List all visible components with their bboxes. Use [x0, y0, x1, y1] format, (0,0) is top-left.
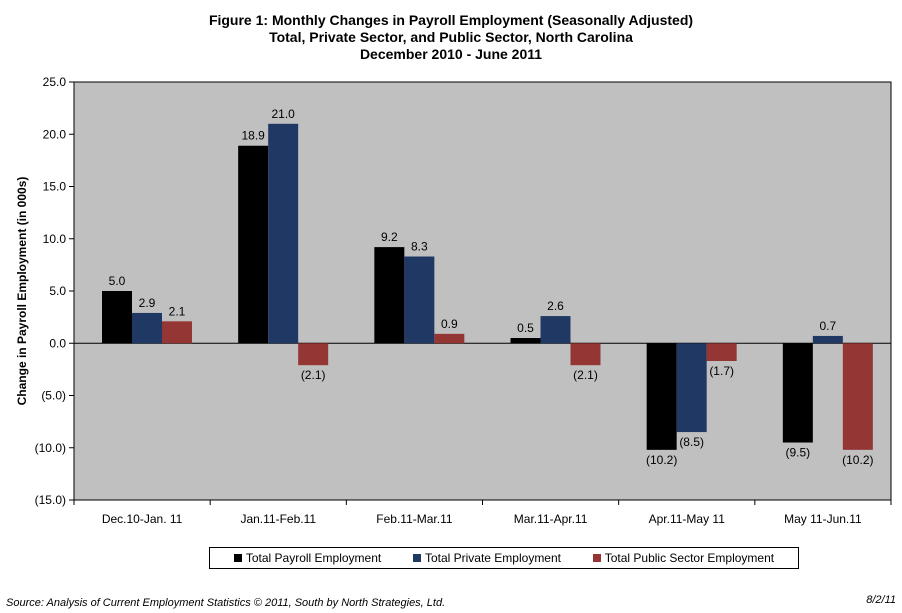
bar-total — [510, 338, 541, 344]
chart-title-line2: Total, Private Sector, and Public Sector… — [269, 29, 633, 45]
bar-chart: 25.020.015.010.05.00.0(5.0)(10.0)(15.0) … — [15, 75, 892, 526]
data-label-private: (8.5) — [679, 435, 704, 449]
y-tick-label: (15.0) — [35, 493, 66, 507]
data-label-total: (9.5) — [785, 446, 810, 460]
chart-title-line1: Figure 1: Monthly Changes in Payroll Emp… — [208, 12, 694, 28]
bar-private — [404, 256, 435, 344]
bar-private — [132, 312, 162, 344]
data-label-public: (1.7) — [709, 364, 734, 378]
legend-item-total: Total Payroll Employment — [233, 551, 382, 565]
bar-total — [102, 291, 132, 344]
source-note: Source: Analysis of Current Employment S… — [6, 597, 446, 609]
legend-swatch-private — [412, 554, 421, 562]
data-label-private: 2.6 — [547, 299, 564, 313]
x-tick-label: Feb.11-Mar.11 — [376, 512, 453, 526]
data-label-public: 2.1 — [169, 304, 186, 318]
x-axis-labels: Dec.10-Jan. 11 Jan.11-Feb.11 Feb.11-Mar.11… — [73, 500, 892, 526]
data-label-total: 0.5 — [517, 321, 534, 335]
bars — [102, 123, 873, 450]
y-tick-label: 25.0 — [43, 75, 67, 89]
legend-item-private: Total Private Employment — [412, 551, 561, 565]
data-label-total: 18.9 — [241, 129, 265, 143]
x-tick-label: Dec.10-Jan. 11 — [102, 512, 183, 526]
bar-public — [570, 343, 601, 366]
data-label-total: (10.2) — [646, 453, 677, 467]
x-tick-label: Apr.11-May 11 — [649, 512, 726, 526]
bar-public — [706, 343, 737, 362]
bar-public — [162, 321, 192, 344]
x-tick-label: Jan.11-Feb.11 — [240, 512, 316, 526]
data-label-private: 8.3 — [411, 240, 428, 254]
bar-private — [268, 123, 299, 344]
y-axis-label: Change in Payroll Employment (in 000s) — [15, 177, 29, 406]
bar-private — [676, 343, 707, 433]
chart-title-line3: December 2010 - June 2011 — [359, 46, 543, 62]
bar-labels: 5.0 2.9 2.1 18.9 21.0 (2.1) 9.2 8.3 0.9 0.5 2.6 (2.… — [109, 107, 874, 467]
data-label-public: (10.2) — [842, 453, 873, 467]
bar-public — [434, 333, 465, 344]
y-tick-label: 20.0 — [43, 127, 67, 141]
bar-total — [646, 343, 677, 450]
data-label-public: 0.9 — [441, 317, 458, 331]
data-label-private: 21.0 — [271, 107, 295, 121]
y-tick-label: 10.0 — [43, 232, 67, 246]
bar-total — [374, 247, 405, 344]
data-label-private: 0.7 — [819, 319, 836, 333]
y-tick-label: (10.0) — [35, 441, 66, 455]
legend-label-private: Total Private Employment — [424, 551, 561, 565]
plot-area — [73, 81, 892, 501]
bar-private — [540, 316, 571, 344]
x-tick-label: Mar.11-Apr.11 — [514, 512, 588, 526]
bar-total — [782, 343, 813, 443]
legend: Total Payroll Employment Total Private E… — [209, 547, 799, 569]
data-label-private: 2.9 — [139, 296, 156, 310]
bar-private — [812, 335, 843, 344]
data-label-public: (2.1) — [301, 368, 326, 382]
chart-title: Figure 1: Monthly Changes in Payroll Emp… — [0, 12, 902, 63]
legend-swatch-public — [592, 554, 601, 562]
x-tick-label: May 11-Jun.11 — [784, 512, 862, 526]
legend-item-public: Total Public Sector Employment — [592, 551, 775, 565]
legend-label-public: Total Public Sector Employment — [604, 551, 775, 565]
y-tick-label: (5.0) — [41, 389, 66, 403]
date-stamp: 8/2/11 — [866, 594, 896, 606]
bar-public — [298, 343, 329, 366]
y-axis-ticks: 25.0 20.0 15.0 10.0 5.0 0.0 (5.0) (10.0) (15.0) — [35, 75, 891, 507]
data-label-total: 5.0 — [109, 274, 126, 288]
bar-total — [238, 145, 269, 344]
bar-public — [842, 343, 873, 450]
y-tick-label: 5.0 — [49, 284, 66, 298]
y-tick-label: 15.0 — [43, 180, 67, 194]
legend-swatch-total — [233, 554, 242, 562]
legend-label-total: Total Payroll Employment — [245, 551, 382, 565]
data-label-total: 9.2 — [381, 230, 398, 244]
y-tick-label: 0.0 — [49, 336, 66, 350]
data-label-public: (2.1) — [573, 368, 598, 382]
